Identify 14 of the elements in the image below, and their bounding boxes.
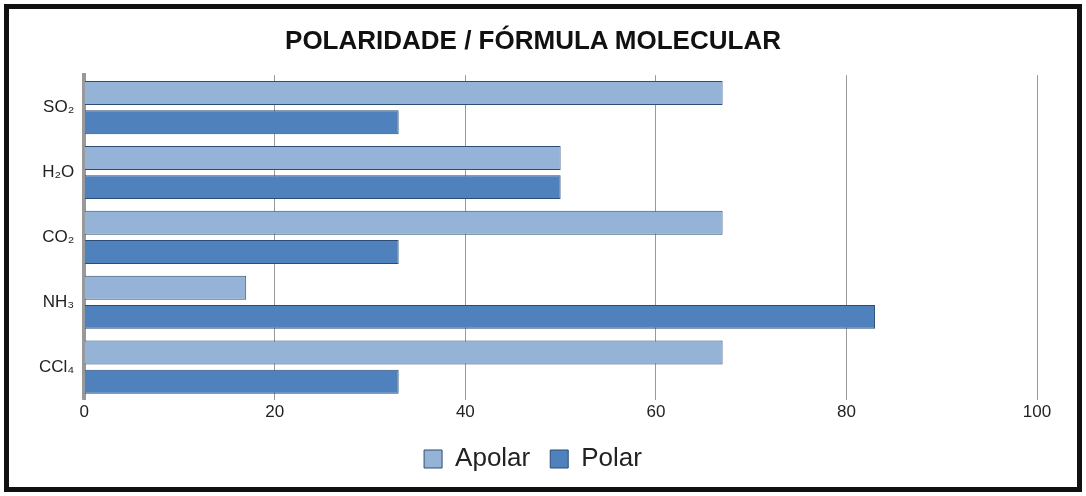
y-tick-label: CCl₄ [38, 356, 75, 376]
y-tick-label: CO₂ [42, 227, 75, 247]
x-tick-label: 40 [455, 402, 475, 422]
x-tick-label: 0 [79, 402, 89, 422]
x-tick-label: 100 [1022, 402, 1052, 422]
legend-label: Apolar [455, 442, 531, 473]
x-tick-label: 60 [646, 402, 666, 422]
y-tick-label: H₂O [42, 162, 75, 182]
legend-label: Polar [581, 442, 643, 473]
y-tick-label: SO₂ [43, 97, 75, 117]
chart-title: POLARIDADE / FÓRMULA MOLECULAR [285, 24, 782, 55]
x-tick-label: 20 [265, 402, 285, 422]
y-tick-label: NH₃ [42, 291, 75, 311]
x-tick-label: 80 [836, 402, 856, 422]
